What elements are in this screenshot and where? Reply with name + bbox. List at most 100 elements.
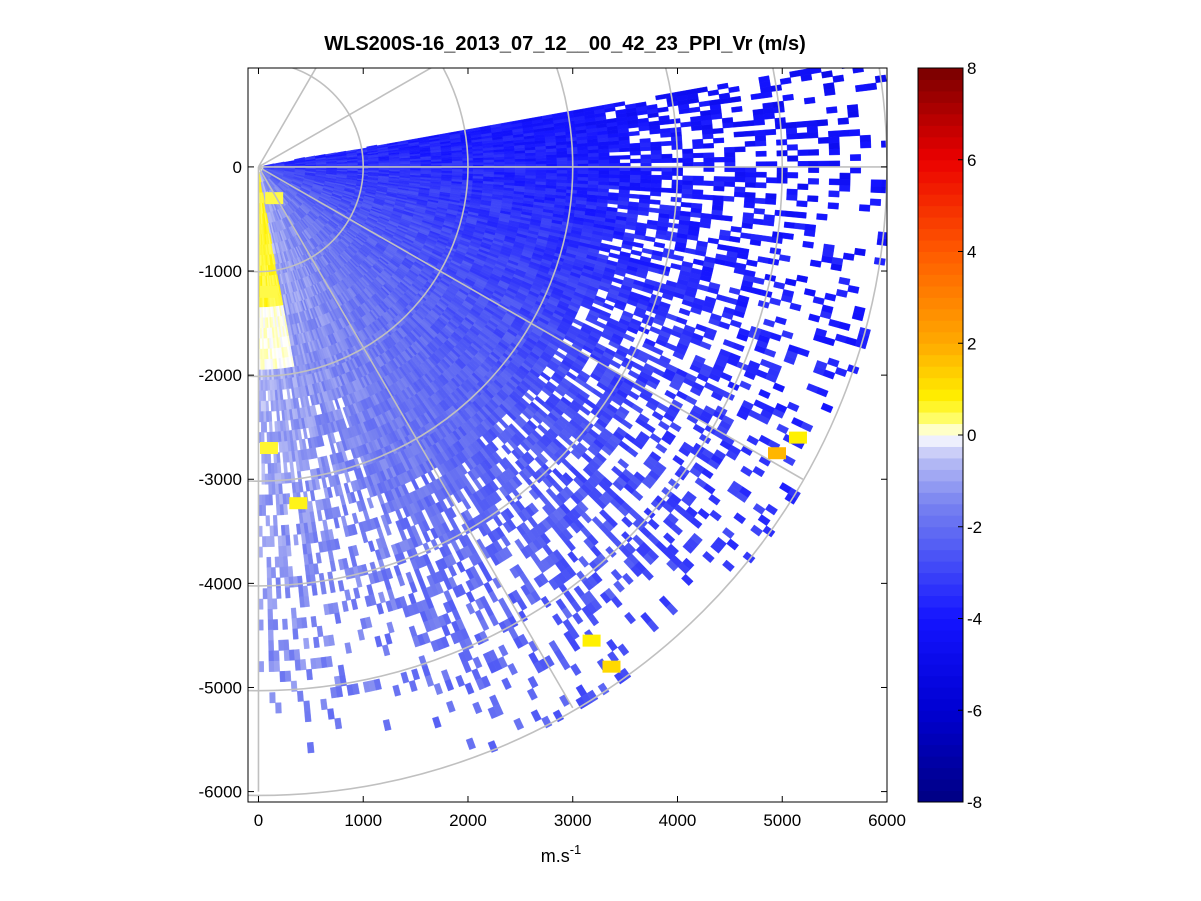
velocity-cell xyxy=(525,169,537,173)
velocity-cell xyxy=(556,157,568,161)
velocity-cell xyxy=(628,201,640,207)
velocity-cell xyxy=(525,175,537,179)
velocity-cell xyxy=(261,494,266,506)
velocity-cell xyxy=(264,452,269,464)
velocity-cell xyxy=(269,535,275,547)
velocity-cell xyxy=(276,452,281,464)
velocity-cell xyxy=(577,176,589,181)
velocity-cell xyxy=(639,138,651,144)
velocity-cell xyxy=(577,156,589,161)
velocity-cell xyxy=(366,144,378,149)
velocity-cell xyxy=(608,181,620,186)
velocity-cell xyxy=(261,432,265,443)
velocity-cell xyxy=(608,177,620,183)
velocity-cell xyxy=(587,180,599,185)
velocity-cell xyxy=(431,168,442,171)
velocity-cell xyxy=(630,158,642,164)
velocity-cell xyxy=(588,170,600,175)
velocity-cell xyxy=(629,178,641,184)
velocity-cell xyxy=(629,142,641,148)
velocity-cell xyxy=(285,534,291,547)
velocity-cell xyxy=(598,170,610,175)
velocity-cell xyxy=(504,161,516,165)
velocity-cell xyxy=(452,168,463,172)
velocity-cell xyxy=(268,411,273,422)
velocity-cell xyxy=(619,174,631,179)
velocity-cell xyxy=(269,421,273,433)
velocity-cell xyxy=(493,169,505,173)
velocity-cell xyxy=(598,159,610,164)
velocity-cell xyxy=(609,174,621,179)
velocity-cell xyxy=(546,175,558,180)
velocity-cell xyxy=(261,504,267,516)
velocity-cell xyxy=(619,170,631,175)
velocity-cell xyxy=(546,172,558,177)
velocity-cell xyxy=(630,170,642,176)
velocity-cell xyxy=(274,556,280,568)
velocity-cell xyxy=(261,473,266,485)
velocity-cell xyxy=(283,503,289,515)
velocity-cell xyxy=(265,494,270,506)
velocity-cell xyxy=(278,483,283,495)
velocity-cell xyxy=(598,180,610,186)
velocity-cell xyxy=(588,156,600,161)
velocity-cell xyxy=(609,159,621,164)
velocity-cell xyxy=(587,177,599,182)
velocity-cell xyxy=(607,192,620,198)
velocity-cell xyxy=(640,158,652,164)
velocity-cell xyxy=(263,421,268,433)
velocity-cell xyxy=(640,174,652,180)
velocity-cell xyxy=(293,534,299,546)
velocity-cell xyxy=(260,421,265,433)
velocity-cell xyxy=(588,173,600,178)
velocity-cell xyxy=(260,400,264,412)
velocity-cell xyxy=(514,161,526,165)
velocity-cell xyxy=(277,462,282,474)
velocity-cell xyxy=(525,172,537,176)
velocity-cell xyxy=(628,130,640,137)
velocity-cell xyxy=(640,146,652,152)
velocity-cell xyxy=(577,173,589,178)
velocity-cell xyxy=(267,452,272,464)
velocity-cell xyxy=(546,169,558,174)
velocity-cell xyxy=(472,168,484,172)
velocity-cell xyxy=(535,175,547,180)
velocity-cell xyxy=(577,159,589,164)
velocity-cell xyxy=(629,182,641,188)
velocity-cell xyxy=(273,525,279,537)
velocity-cell xyxy=(264,473,269,485)
velocity-cell xyxy=(598,155,610,161)
velocity-cell xyxy=(629,150,641,156)
velocity-cell xyxy=(286,545,292,557)
velocity-cell xyxy=(640,178,652,184)
velocity-cell xyxy=(556,176,568,180)
velocity-cell xyxy=(556,160,568,165)
velocity-cell xyxy=(514,172,526,176)
velocity-cell xyxy=(598,173,610,179)
velocity-cell xyxy=(640,170,652,176)
velocity-cell xyxy=(294,157,306,161)
velocity-cell xyxy=(262,390,267,402)
velocity-cell xyxy=(619,181,631,187)
velocity-cell xyxy=(535,160,547,165)
velocity-cell xyxy=(483,169,495,173)
velocity-cell xyxy=(325,152,337,156)
velocity-cell xyxy=(619,177,631,183)
velocity-cell xyxy=(628,193,641,199)
velocity-cell xyxy=(493,161,505,165)
velocity-cell xyxy=(266,556,272,568)
velocity-cell xyxy=(587,152,599,157)
velocity-cell xyxy=(535,157,547,162)
velocity-cell xyxy=(504,171,516,176)
velocity-cell xyxy=(263,163,275,167)
velocity-cell xyxy=(260,390,264,402)
velocity-cell xyxy=(265,400,269,412)
velocity-cell xyxy=(304,155,316,160)
velocity-cell xyxy=(535,172,547,177)
velocity-cell xyxy=(269,525,275,537)
velocity-cell xyxy=(546,157,558,162)
velocity-cell xyxy=(265,515,271,527)
velocity-cell xyxy=(577,170,589,174)
velocity-cells xyxy=(258,68,887,754)
